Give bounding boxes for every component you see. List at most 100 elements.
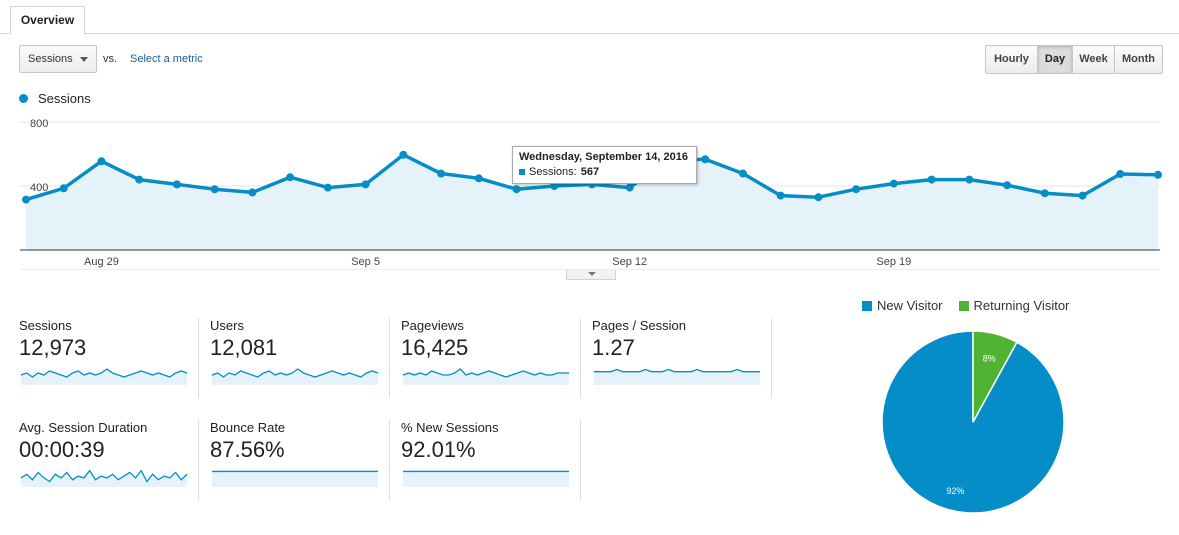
pie-legend-label: New Visitor <box>877 298 943 313</box>
sessions-legend-label: Sessions <box>38 91 91 106</box>
data-point <box>59 184 68 193</box>
tooltip-series-marker <box>519 169 525 175</box>
scorecard-label: Sessions <box>19 318 72 333</box>
metric-select-label: Sessions <box>28 53 73 65</box>
scorecard-value: 1.27 <box>592 335 635 360</box>
data-point <box>852 185 861 194</box>
vs-label: vs. <box>103 53 118 65</box>
pie-legend: New Visitor Returning Visitor <box>862 298 1085 313</box>
scorecard-label: % New Sessions <box>401 420 499 435</box>
chart-tooltip: Wednesday, September 14, 2016 Sessions: … <box>512 146 697 184</box>
sparkline-line <box>20 469 188 483</box>
scorecard-value: 00:00:39 <box>19 437 105 462</box>
sparkline <box>403 470 569 487</box>
data-point <box>927 175 936 184</box>
week-button[interactable]: Week <box>1072 45 1115 74</box>
data-point <box>701 155 710 164</box>
chart-collapse-handle[interactable] <box>566 270 616 280</box>
sparkline-area <box>212 471 378 487</box>
data-point <box>738 169 747 178</box>
scorecard-pages-per-session[interactable]: Pages / Session 1.27 <box>592 318 772 398</box>
scorecard-value: 16,425 <box>401 335 469 360</box>
month-button[interactable]: Month <box>1114 45 1163 74</box>
y-tick-label: 400 <box>30 182 48 194</box>
sparkline <box>594 368 760 385</box>
scorecard-value: 87.56% <box>210 437 285 462</box>
scorecard-value: 12,973 <box>19 335 87 360</box>
data-point <box>361 180 370 189</box>
scorecard-pageviews[interactable]: Pageviews 16,425 <box>401 318 581 398</box>
hourly-button[interactable]: Hourly <box>985 45 1038 74</box>
scorecard-label: Pages / Session <box>592 318 686 333</box>
data-point <box>776 191 785 200</box>
tab-bar: Overview <box>0 0 1179 35</box>
tooltip-date: Wednesday, September 14, 2016 <box>519 151 688 163</box>
sparkline <box>402 368 569 385</box>
scorecard-label: Avg. Session Duration <box>19 420 148 435</box>
data-point <box>1078 191 1087 200</box>
data-point <box>965 175 974 184</box>
pie-legend-label: Returning Visitor <box>973 298 1070 313</box>
sparkline <box>211 368 379 385</box>
select-metric-link[interactable]: Select a metric <box>130 53 203 65</box>
chart-legend: Sessions <box>19 91 91 106</box>
data-point <box>1040 189 1049 198</box>
scorecard-avg-session-duration[interactable]: Avg. Session Duration 00:00:39 <box>19 420 199 500</box>
data-point <box>814 193 823 202</box>
granularity-toggle: Hourly Day Week Month <box>985 45 1163 74</box>
x-tick-label: Aug 29 <box>84 256 119 268</box>
data-point <box>1154 170 1162 179</box>
data-point <box>550 182 559 190</box>
scorecard-label: Users <box>210 318 244 333</box>
sparkline-area <box>21 470 187 487</box>
scorecard-users[interactable]: Users 12,081 <box>210 318 390 398</box>
data-point <box>399 150 408 159</box>
pie-legend-item-new[interactable]: New Visitor <box>862 298 943 313</box>
tooltip-value: 567 <box>580 166 600 178</box>
y-tick-label: 800 <box>30 118 48 130</box>
sparkline <box>20 469 188 487</box>
sparkline-line <box>20 368 188 378</box>
x-tick-label: Sep 5 <box>351 256 380 268</box>
day-button[interactable]: Day <box>1037 45 1073 74</box>
sparkline-area <box>403 471 569 487</box>
x-tick-label: Sep 12 <box>612 256 647 268</box>
data-point <box>474 174 483 183</box>
data-point <box>889 179 898 188</box>
data-point <box>248 188 257 197</box>
sparkline <box>212 470 378 487</box>
metric-select[interactable]: Sessions <box>19 45 97 73</box>
tooltip-series-label: Sessions: <box>529 166 577 178</box>
data-point <box>22 195 30 204</box>
scorecard-sessions[interactable]: Sessions 12,973 <box>19 318 199 398</box>
pie-slice-returning-visitor <box>972 330 1018 423</box>
x-tick-label: Sep 19 <box>876 256 911 268</box>
data-point <box>97 157 106 166</box>
scorecard-label: Bounce Rate <box>210 420 286 435</box>
visitor-pie-chart[interactable]: 92% 8% <box>870 320 1075 520</box>
data-point <box>437 169 446 178</box>
scorecard-value: 92.01% <box>401 437 476 462</box>
scorecard-new-sessions[interactable]: % New Sessions 92.01% <box>401 420 581 500</box>
scorecard-label: Pageviews <box>401 318 464 333</box>
sparkline-line <box>402 368 569 378</box>
sparkline <box>20 368 188 385</box>
sessions-legend-dot <box>19 94 28 103</box>
data-point <box>323 183 332 192</box>
pie-slice-label: 92% <box>946 486 964 496</box>
pie-legend-item-returning[interactable]: Returning Visitor <box>958 298 1070 313</box>
sessions-area <box>26 154 1158 250</box>
data-point <box>210 185 219 194</box>
sessions-line-chart[interactable]: 800 400 Aug 29 Sep 5 Sep 12 Sep 19 <box>0 110 1179 270</box>
data-point <box>1116 170 1125 178</box>
data-point <box>286 173 295 182</box>
scorecard-bounce-rate[interactable]: Bounce Rate 87.56% <box>210 420 390 500</box>
chevron-down-icon <box>588 272 596 276</box>
tab-overview[interactable]: Overview <box>10 6 85 35</box>
returning-visitor-swatch <box>958 300 969 311</box>
sparkline-area <box>594 369 760 385</box>
chevron-down-icon <box>80 57 88 62</box>
data-point <box>135 175 144 184</box>
scorecard-value: 12,081 <box>210 335 278 360</box>
new-visitor-swatch <box>862 300 872 311</box>
